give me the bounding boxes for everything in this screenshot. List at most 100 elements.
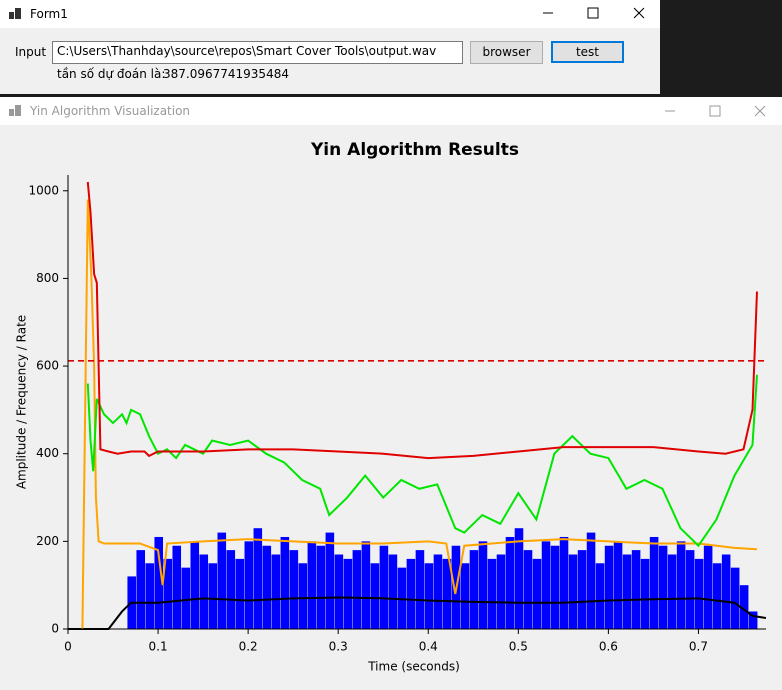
x-tick-label: 0.3: [329, 640, 348, 654]
bar: [649, 536, 659, 629]
bar: [712, 563, 722, 629]
viz-window: Yin Algorithm Visualization Yin Algorith…: [0, 97, 782, 690]
bar: [172, 545, 182, 629]
x-tick-label: 0.1: [149, 640, 168, 654]
bar: [514, 528, 524, 629]
bar: [226, 550, 236, 629]
bar: [595, 563, 605, 629]
app-icon: [9, 105, 21, 116]
y-axis-label: Amplitude / Frequency / Rate: [15, 315, 29, 489]
browse-button[interactable]: browser: [470, 41, 543, 64]
input-label: Input: [15, 45, 47, 59]
bar: [478, 541, 488, 629]
bar: [244, 541, 254, 629]
y-tick-label: 200: [36, 534, 59, 548]
window-title: Yin Algorithm Visualization: [30, 104, 191, 118]
y-tick-label: 800: [36, 271, 59, 285]
bar: [154, 536, 164, 629]
bar: [604, 545, 614, 629]
x-tick-label: 0: [64, 640, 72, 654]
bar: [577, 550, 587, 629]
bar: [406, 558, 416, 629]
bar: [541, 541, 551, 629]
bar: [667, 554, 677, 629]
x-tick-label: 0.5: [509, 640, 528, 654]
y-tick-label: 600: [36, 359, 59, 373]
bar: [685, 550, 695, 629]
bar: [253, 528, 263, 629]
bar: [217, 532, 227, 629]
bar: [676, 541, 686, 629]
app-icon: [9, 8, 21, 19]
path-textbox[interactable]: C:\Users\Thanhday\source\repos\Smart Cov…: [52, 41, 463, 64]
result-value: 387.0967741935484: [163, 67, 289, 81]
window-controls[interactable]: [520, 0, 660, 28]
bar: [460, 563, 470, 629]
line-series: [81, 199, 758, 630]
bar: [235, 558, 245, 629]
chart-title: Yin Algorithm Results: [310, 140, 519, 160]
bar: [550, 545, 560, 629]
line-series: [86, 181, 758, 460]
bar: [469, 550, 479, 629]
bar: [703, 545, 713, 629]
x-tick-label: 0.7: [689, 640, 708, 654]
bar: [208, 563, 218, 629]
bar: [325, 532, 335, 629]
bar: [361, 541, 371, 629]
bar: [442, 558, 452, 629]
bar: [136, 550, 146, 629]
bar: [379, 545, 389, 629]
bar: [586, 532, 596, 629]
test-button[interactable]: test: [551, 41, 624, 63]
chart: Yin Algorithm Results Time (seconds) Amp…: [15, 140, 766, 674]
bar: [694, 558, 704, 629]
bar: [307, 541, 317, 629]
bar: [622, 554, 632, 629]
bar: [316, 545, 326, 629]
form1-window: Form1 Input C:\Users\Thanhday\source\rep…: [0, 0, 660, 94]
line-series: [86, 374, 758, 548]
window-title: Form1: [30, 7, 68, 21]
bar: [334, 554, 344, 629]
x-tick-label: 0.6: [599, 640, 618, 654]
bar: [271, 554, 281, 629]
bar: [433, 554, 443, 629]
bar: [640, 558, 650, 629]
x-tick-label: 0.4: [419, 640, 438, 654]
bar: [748, 611, 758, 629]
bar: [496, 554, 506, 629]
bar: [145, 563, 155, 629]
bar: [199, 554, 209, 629]
title-bar: Form1: [0, 0, 660, 28]
y-tick-label: 1000: [28, 183, 59, 197]
bar: [568, 554, 578, 629]
plot-area: [68, 181, 766, 630]
bar: [343, 558, 353, 629]
bar: [163, 558, 173, 629]
bar: [730, 567, 740, 629]
y-tick-label: 0: [51, 622, 59, 636]
bar: [739, 585, 749, 629]
bar: [523, 550, 533, 629]
line-series: [68, 596, 766, 630]
x-axis-label: Time (seconds): [367, 660, 460, 674]
bar: [280, 536, 290, 629]
bar: [487, 558, 497, 629]
bar: [298, 563, 308, 629]
result-label: tần số dự đoán là:: [57, 67, 166, 81]
bar: [190, 541, 200, 629]
y-tick-label: 400: [36, 446, 59, 460]
window-controls[interactable]: [642, 97, 782, 125]
bar: [388, 554, 398, 629]
bar: [559, 536, 569, 629]
bar: [505, 536, 515, 629]
title-bar: Yin Algorithm Visualization: [0, 97, 782, 125]
bar: [532, 558, 542, 629]
bar: [289, 550, 299, 629]
bar: [613, 541, 623, 629]
bar: [658, 545, 668, 629]
bar: [631, 550, 641, 629]
bar: [415, 550, 425, 629]
